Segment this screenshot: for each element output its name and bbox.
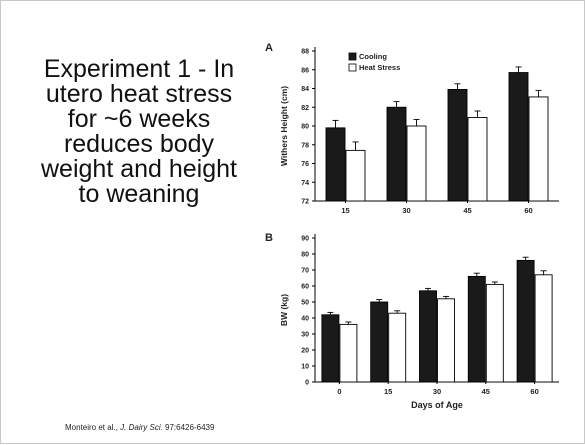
bar-heat-stress: [438, 299, 455, 382]
x-tick-label: 30: [433, 387, 441, 396]
citation: Monteiro et al., J. Dairy Sci. 97:6426-6…: [65, 423, 214, 432]
y-tick-label: 88: [301, 49, 309, 56]
y-tick-label: 72: [301, 199, 309, 206]
bar-cooling: [468, 276, 485, 382]
chart-panel-a: A 72 74 76 78 80 82 84 86 88 Withers Height (cm) 15…: [265, 42, 559, 215]
bar-heat-stress: [529, 97, 548, 201]
y-tick-label: 74: [301, 180, 309, 187]
bar-cooling: [448, 89, 467, 201]
x-tick-label: 60: [524, 206, 532, 215]
citation-authors: Monteiro et al.,: [65, 423, 120, 432]
x-tick-label: 45: [482, 387, 490, 396]
bar-heat-stress: [340, 324, 357, 382]
y-tick-label: 10: [301, 364, 309, 371]
y-tick-label: 84: [301, 86, 309, 93]
y-tick-label: 90: [301, 236, 309, 243]
y-axis-label: Withers Height (cm): [279, 86, 289, 166]
x-tick-label: 30: [402, 206, 410, 215]
bar-heat-stress: [535, 275, 552, 382]
x-axis-label: Days of Age: [411, 400, 463, 410]
x-tick-label: 15: [341, 206, 349, 215]
y-tick-label: 80: [301, 124, 309, 131]
y-tick-label: 50: [301, 300, 309, 307]
panel-letter: B: [265, 232, 273, 244]
bar-heat-stress: [486, 284, 503, 382]
legend-label: Cooling: [359, 52, 387, 61]
bar-cooling: [326, 128, 345, 201]
y-tick-label: 78: [301, 142, 309, 149]
y-tick-label: 82: [301, 105, 309, 112]
x-tick-label: 15: [384, 387, 392, 396]
bar-heat-stress: [346, 150, 365, 201]
bar-cooling: [517, 260, 534, 382]
citation-journal: J. Dairy Sci.: [120, 423, 163, 432]
bar-heat-stress: [389, 313, 406, 382]
legend-swatch: [349, 64, 356, 71]
bar-cooling: [387, 107, 406, 201]
bar-heat-stress: [468, 118, 487, 201]
y-axis-label: BW (kg): [279, 294, 289, 326]
x-tick-label: 60: [530, 387, 538, 396]
legend-swatch: [349, 53, 356, 60]
panel-letter: A: [265, 42, 273, 54]
chart-panel-b: B 0 10 20 30 40 50 60 70 80 90 BW (kg) 0 15 30 45 60 Days…: [265, 232, 559, 410]
y-tick-label: 40: [301, 316, 309, 323]
citation-ref: 97:6426-6439: [163, 423, 215, 432]
legend-label: Heat Stress: [359, 63, 400, 72]
y-tick-label: 30: [301, 332, 309, 339]
legend: Cooling Heat Stress: [349, 52, 400, 72]
bar-cooling: [322, 315, 339, 382]
y-tick-label: 70: [301, 268, 309, 275]
bar-heat-stress: [407, 126, 426, 201]
y-tick-label: 86: [301, 67, 309, 74]
y-tick-label: 80: [301, 252, 309, 259]
bar-cooling: [509, 73, 528, 201]
x-tick-label: 0: [337, 387, 341, 396]
bar-cooling: [420, 291, 437, 382]
bar-cooling: [371, 302, 388, 382]
x-tick-label: 45: [463, 206, 471, 215]
y-tick-label: 76: [301, 161, 309, 168]
y-tick-label: 20: [301, 348, 309, 355]
y-tick-label: 0: [305, 380, 309, 387]
y-tick-label: 60: [301, 284, 309, 291]
